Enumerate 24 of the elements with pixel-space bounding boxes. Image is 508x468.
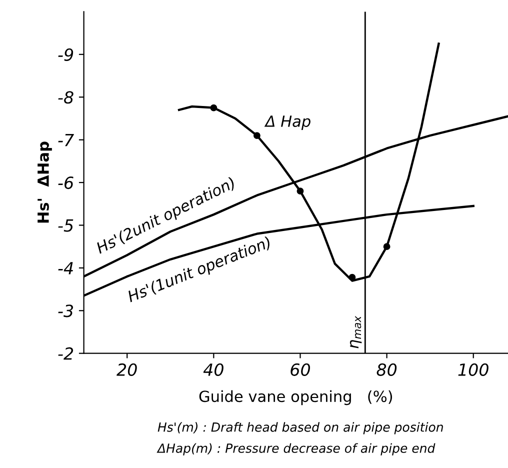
x-tick-label: 80: [376, 363, 397, 376]
text: ΔHap(m) : Pressure decrease of air pipe end: [156, 443, 436, 456]
y-tick-label: -2: [58, 347, 74, 360]
point: [296, 188, 304, 195]
series-label: Δ Hap: [264, 116, 310, 130]
y-axis-title: Hs' ΔHap: [38, 142, 52, 223]
y-tick-label: -6: [58, 176, 74, 190]
y-tick-label: -7: [58, 134, 74, 146]
x-axis-title: Guide vane opening (%): [199, 390, 392, 406]
y-tick-label: -3: [58, 304, 74, 318]
ref-line-label: η$_{max}$: [350, 316, 362, 348]
y-tick-label: -9: [58, 48, 74, 61]
y-tick-label: -4: [58, 262, 73, 274]
point: [253, 132, 260, 140]
x-tick-label: 100: [458, 363, 488, 376]
point: [383, 243, 390, 250]
x-tick-label: 40: [203, 363, 224, 376]
point: [210, 104, 218, 112]
text: Hs'(m) : Draft head based on air pipe position: [158, 422, 443, 434]
x-tick-label: 60: [290, 363, 310, 376]
x-tick-label: 20: [116, 363, 137, 376]
point: [348, 274, 356, 281]
y-tick-label: -5: [58, 219, 74, 232]
y-tick-label: -8: [58, 91, 74, 104]
